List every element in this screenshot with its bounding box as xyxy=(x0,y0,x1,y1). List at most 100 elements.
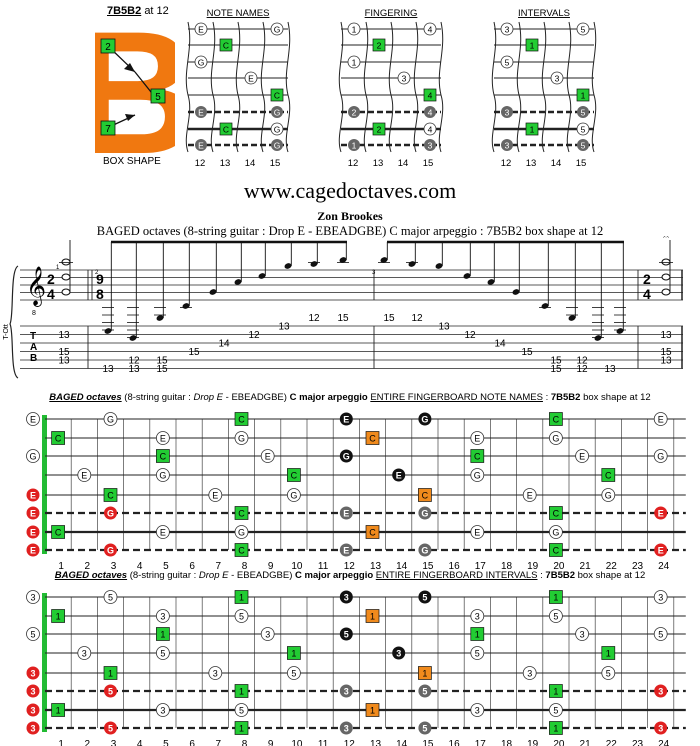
octave-transposition-label: T-Ott xyxy=(3,324,10,340)
marker-label: G xyxy=(605,491,612,501)
marker-label: E xyxy=(396,471,402,481)
fret-number: 19 xyxy=(527,739,539,746)
root-marker xyxy=(549,412,563,426)
mini-note-marker xyxy=(194,55,208,69)
marker-label: 3 xyxy=(30,687,35,697)
fret-number: 3 xyxy=(111,739,117,746)
tab-letter: A xyxy=(30,342,37,353)
mini-dark-marker xyxy=(424,106,436,118)
octave-marker xyxy=(339,590,353,604)
clef-octave-marking: 8 xyxy=(32,310,36,317)
notehead xyxy=(339,257,347,263)
note-marker xyxy=(155,646,170,660)
tab-number: 13 xyxy=(660,330,672,341)
marker-label: C xyxy=(160,452,167,462)
mini-marker-label: 4 xyxy=(428,108,433,118)
time-sig-bottom: 8 xyxy=(96,286,104,302)
marker-label: G xyxy=(238,434,245,444)
fret-number: 12 xyxy=(344,739,356,746)
mini-marker-label: G xyxy=(274,25,281,35)
root-marker xyxy=(156,627,170,641)
title-underline: ENTIRE FINGERBOARD INTERVALS xyxy=(375,570,538,581)
marker-label: 5 xyxy=(658,630,663,640)
mini-diagram-title: INTERVALS xyxy=(518,8,570,19)
mini-dark-marker xyxy=(271,139,283,151)
note-marker xyxy=(549,703,563,717)
octave-marker xyxy=(339,412,353,426)
root-marker xyxy=(549,684,563,698)
marker-label: E xyxy=(30,528,36,538)
marker-label: 3 xyxy=(344,687,349,697)
mini-marker-label: E xyxy=(198,141,204,151)
marker-label: 3 xyxy=(475,612,480,622)
mini-marker-label: C xyxy=(274,91,280,101)
mini-root-marker xyxy=(525,38,539,52)
nut xyxy=(42,415,47,554)
box-node-label: 2 xyxy=(105,42,111,53)
notehead xyxy=(512,289,520,295)
tab-number: 15 xyxy=(337,313,349,324)
mini-fret-number: 14 xyxy=(551,158,562,169)
fret-number: 15 xyxy=(422,739,434,746)
marker-label: 5 xyxy=(108,687,113,697)
mini-marker-label: 1 xyxy=(530,41,535,51)
box-arrowhead xyxy=(124,63,135,72)
marker-label: E xyxy=(658,415,664,425)
mini-marker-label: 5 xyxy=(505,58,510,68)
marker-label: E xyxy=(30,491,36,501)
marker-label: 3 xyxy=(213,669,218,679)
mini-root-marker xyxy=(576,88,590,102)
measure-number: 2 xyxy=(95,270,99,276)
dark-marker xyxy=(418,543,432,557)
marker-label: G xyxy=(474,471,481,481)
mini-marker-label: 3 xyxy=(428,141,433,151)
mini-marker-label: G xyxy=(274,141,281,151)
root-marker xyxy=(287,646,301,660)
marker-label: 1 xyxy=(475,630,480,640)
marker-label: C xyxy=(238,546,245,556)
marker-label: 3 xyxy=(344,724,349,734)
fret-number: 7 xyxy=(216,561,222,570)
root-marker xyxy=(103,666,118,680)
fret-number: 13 xyxy=(370,739,382,746)
red-marker xyxy=(104,684,117,698)
root-marker xyxy=(51,703,65,717)
marker-label: 5 xyxy=(291,669,296,679)
marker-label: C xyxy=(553,415,560,425)
box-caption: BOX SHAPE xyxy=(103,156,161,167)
red-marker xyxy=(104,543,117,557)
fret-number: 21 xyxy=(580,739,592,746)
red-marker xyxy=(104,721,117,735)
mini-fret-number: 13 xyxy=(373,158,384,169)
tab-number: 12 xyxy=(128,356,140,367)
tab-number: 13 xyxy=(438,322,450,333)
title-drop: Drop E xyxy=(198,570,229,581)
tab-number: 15 xyxy=(156,356,168,367)
time-sig-bottom: 4 xyxy=(47,286,55,302)
marker-label: 3 xyxy=(475,706,480,716)
box-node xyxy=(100,120,116,136)
red-marker xyxy=(654,506,668,520)
fret-number: 18 xyxy=(501,739,513,746)
root-marker xyxy=(51,609,65,623)
red-marker xyxy=(654,684,668,698)
mini-marker-label: 3 xyxy=(505,108,510,118)
note-marker xyxy=(155,431,170,445)
mini-root-marker xyxy=(219,122,233,136)
tab-number: 13 xyxy=(58,356,70,367)
marker-label: 5 xyxy=(553,706,558,716)
mini-dark-marker xyxy=(577,139,589,151)
highlight-root-marker xyxy=(365,609,380,623)
marker-label: G xyxy=(159,471,166,481)
note-marker xyxy=(103,412,118,426)
tab-number: 15 xyxy=(521,347,533,358)
tab-number: 13 xyxy=(660,356,672,367)
tab-number: 15 xyxy=(660,347,672,358)
mini-marker-label: 2 xyxy=(377,125,382,135)
root-marker xyxy=(234,684,249,698)
note-marker xyxy=(26,590,40,604)
mini-fret-line xyxy=(363,21,369,153)
fret-number: 3 xyxy=(111,561,117,570)
fret-number: 7 xyxy=(216,739,222,746)
